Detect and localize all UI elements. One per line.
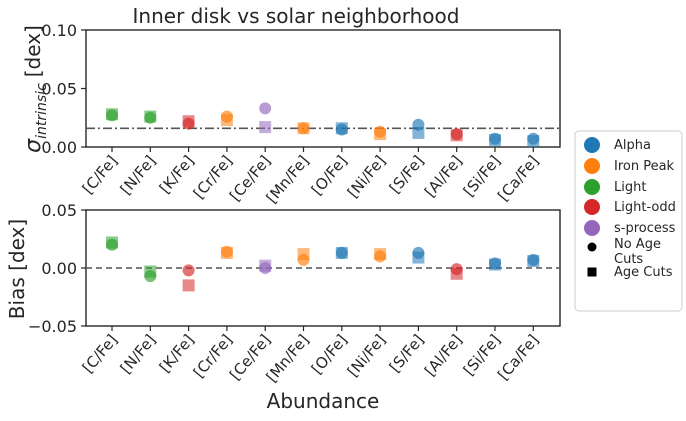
point-age-cuts (412, 251, 425, 264)
point-age-cuts (335, 246, 348, 259)
point-age-cuts (527, 135, 540, 148)
axes-frame (85, 29, 561, 148)
top-ylabel-sub: intrinsic (34, 83, 50, 139)
point-age-cuts (182, 279, 195, 292)
point-age-cuts (259, 121, 272, 134)
point-age-cuts (489, 133, 501, 146)
panel-bias: −0.050.000.05[C/Fe][N/Fe][K/Fe][Cr/Fe][C… (28, 201, 561, 386)
legend-swatch (584, 199, 600, 215)
legend-box (574, 130, 683, 312)
xlabel: Abundance (267, 389, 380, 413)
legend-label: s-process (614, 221, 676, 236)
legend-label: Light-odd (614, 200, 676, 215)
legend-label: Alpha (614, 138, 651, 153)
y-tick-label: 0.05 (41, 201, 77, 220)
y-tick-label: 0.10 (41, 21, 77, 40)
chart-title: Inner disk vs solar neighborhood (133, 4, 460, 28)
point-age-cuts (297, 248, 310, 261)
point-age-cuts (259, 259, 272, 272)
x-tick-label: [N/Fe] (117, 331, 160, 377)
point-age-cuts (106, 236, 118, 249)
bottom-ylabel: Bias [dex] (5, 219, 29, 319)
top-ylabel-main: σ (21, 138, 46, 153)
legend-circle-marker (587, 242, 597, 252)
x-tick-label: [O/Fe] (308, 331, 351, 378)
x-tick-label: [N/Fe] (117, 152, 160, 198)
legend-swatch (584, 179, 600, 195)
point-age-cuts (297, 122, 310, 135)
point-no-age-cuts (259, 102, 272, 115)
legend-square-marker (587, 267, 597, 277)
legend: Alpha Iron Peak Light Light-odd s-processNo … (574, 130, 683, 312)
legend-label: No Age Cuts (614, 237, 661, 267)
point-age-cuts (374, 248, 387, 261)
legend-swatch (584, 158, 600, 174)
point-age-cuts (527, 255, 540, 268)
legend-label: Iron Peak (614, 159, 675, 174)
point-age-cuts (144, 265, 157, 278)
panel-intrinsic: 0.000.050.10[C/Fe][N/Fe][K/Fe][Cr/Fe][Ce… (41, 21, 561, 207)
point-no-age-cuts (182, 264, 195, 277)
point-age-cuts (450, 267, 463, 280)
x-tick-label: [Al/Fe] (421, 152, 466, 201)
x-tick-label: [Ni/Fe] (344, 152, 389, 201)
point-age-cuts (144, 110, 157, 123)
point-age-cuts (106, 108, 118, 121)
x-tick-label: [Ni/Fe] (344, 331, 389, 380)
y-tick-label: 0.05 (41, 80, 77, 99)
y-tick-label: 0.00 (41, 138, 77, 157)
point-age-cuts (182, 115, 195, 128)
x-tick-label: [Ca/Fe] (494, 152, 542, 205)
point-age-cuts (374, 128, 387, 141)
x-tick-label: [Ca/Fe] (494, 331, 542, 384)
point-age-cuts (450, 129, 463, 142)
x-tick-label: [C/Fe] (79, 331, 121, 376)
top-ylabel: σintrinsic [dex] (21, 25, 50, 153)
legend-label: Light (614, 180, 646, 195)
legend-swatch (584, 220, 600, 236)
legend-swatch (584, 137, 600, 153)
x-tick-label: [O/Fe] (308, 152, 351, 199)
top-ylabel-unit: [dex] (21, 25, 45, 77)
y-tick-label: −0.05 (28, 317, 77, 336)
point-age-cuts (220, 246, 233, 259)
point-age-cuts (335, 122, 348, 135)
legend-label: Age Cuts (614, 265, 673, 280)
point-age-cuts (220, 114, 233, 127)
x-tick-label: [C/Fe] (79, 152, 121, 197)
point-age-cuts (412, 126, 425, 139)
y-tick-label: 0.00 (41, 259, 77, 278)
point-age-cuts (489, 258, 501, 271)
x-tick-label: [Al/Fe] (421, 331, 466, 380)
